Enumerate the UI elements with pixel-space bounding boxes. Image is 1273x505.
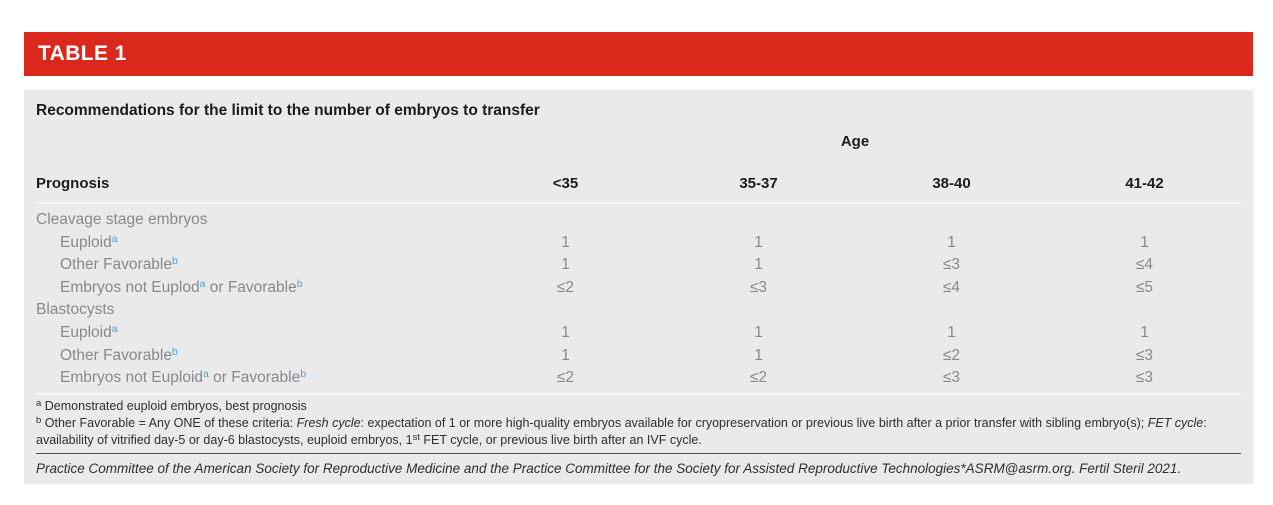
superscript-marker: a [111, 232, 118, 245]
superscript-marker: b [172, 255, 178, 268]
cell-value: 1 [1140, 233, 1149, 251]
cell-value: ≤3 [1135, 369, 1154, 387]
cell-value: 1 [561, 233, 570, 251]
cell-value: ≤2 [556, 369, 575, 387]
prognosis-header: Prognosis [36, 175, 110, 192]
table-row: Embryos not Euploda or Favorableb ≤2 ≤3 ≤4 ≤… [36, 277, 1241, 300]
cell-value: 1 [754, 346, 763, 364]
cell-value: ≤4 [1135, 256, 1154, 274]
superscript-marker: b [300, 368, 307, 381]
cell-value: 1 [947, 233, 956, 251]
row-label: Other Favorableb [60, 345, 178, 364]
citation-divider: Practice Committee of the American Socie… [36, 452, 1241, 477]
cell-value: 1 [1140, 323, 1149, 341]
cell-value: ≤3 [942, 369, 961, 387]
cell-value: ≤2 [556, 278, 575, 296]
cell-value: 1 [754, 233, 763, 251]
footnote-superscript: st [412, 431, 420, 443]
age-column-header: 38-40 [932, 175, 971, 192]
cell-value: ≤4 [942, 278, 961, 296]
table-row: Other Favorableb 1 1 ≤3 ≤4 [36, 254, 1241, 277]
row-label: Euploida [60, 232, 118, 251]
age-group-header: Age [840, 133, 870, 150]
cell-value: 1 [561, 346, 570, 364]
age-column-header: 41-42 [1125, 175, 1164, 192]
table-row: Euploida 1 1 1 1 [36, 232, 1241, 255]
row-label: Other Favorableb [60, 255, 178, 274]
table-body: Cleavage stage embryos Euploida 1 1 1 1 Other … [36, 204, 1241, 390]
table-row: Euploida 1 1 1 1 [36, 322, 1241, 345]
superscript-marker: a [199, 277, 206, 290]
cell-value: 1 [754, 323, 763, 341]
row-label: Embryos not Euploida or Favorableb [60, 368, 307, 387]
footnote-marker: b [36, 414, 42, 426]
table-banner-label: TABLE 1 [38, 42, 127, 65]
section-row: Blastocysts [36, 299, 1241, 322]
column-header-row: Prognosis <35 35-37 38-40 41-42 [36, 175, 1241, 204]
cell-value: ≤3 [1135, 346, 1154, 364]
table-title: Recommendations for the limit to the num… [36, 102, 540, 119]
footnote: a Demonstrated euploid embryos, best pro… [36, 397, 307, 413]
cell-value: 1 [561, 256, 570, 274]
table-panel: Recommendations for the limit to the num… [24, 90, 1253, 484]
row-label: Cleavage stage embryos [36, 211, 208, 228]
cell-value: ≤3 [749, 278, 768, 296]
citation: Practice Committee of the American Socie… [36, 460, 1182, 476]
footnote-italic-term: FET cycle [1147, 415, 1204, 430]
age-column-header: <35 [552, 175, 579, 192]
cell-value: 1 [561, 323, 570, 341]
table-banner: TABLE 1 [24, 32, 1253, 76]
age-header-row: Age [36, 133, 1241, 151]
footnote-italic-term: Fresh cycle [296, 415, 361, 430]
cell-value: 1 [754, 256, 763, 274]
cell-value: ≤2 [942, 346, 961, 364]
cell-value: ≤5 [1135, 278, 1154, 296]
table-row: Other Favorableb 1 1 ≤2 ≤3 [36, 345, 1241, 368]
cell-value: ≤2 [749, 369, 768, 387]
footnote-marker: a [36, 397, 42, 409]
cell-value: ≤3 [942, 256, 961, 274]
age-column-header: 35-37 [739, 175, 778, 192]
table-row: Embryos not Euploida or Favorableb ≤2 ≤2 ≤3… [36, 367, 1241, 390]
superscript-marker: a [111, 322, 118, 335]
superscript-marker: a [203, 368, 209, 381]
row-label: Euploida [60, 322, 118, 341]
footnote: b Other Favorable = Any ONE of these cri… [36, 414, 1207, 447]
cell-value: 1 [947, 323, 956, 341]
row-label: Blastocysts [36, 301, 115, 319]
section-row: Cleavage stage embryos [36, 209, 1241, 232]
footnotes: a Demonstrated euploid embryos, best pro… [36, 392, 1241, 449]
superscript-marker: b [172, 345, 178, 358]
superscript-marker: b [296, 277, 303, 290]
row-label: Embryos not Euploda or Favorableb [60, 277, 303, 296]
